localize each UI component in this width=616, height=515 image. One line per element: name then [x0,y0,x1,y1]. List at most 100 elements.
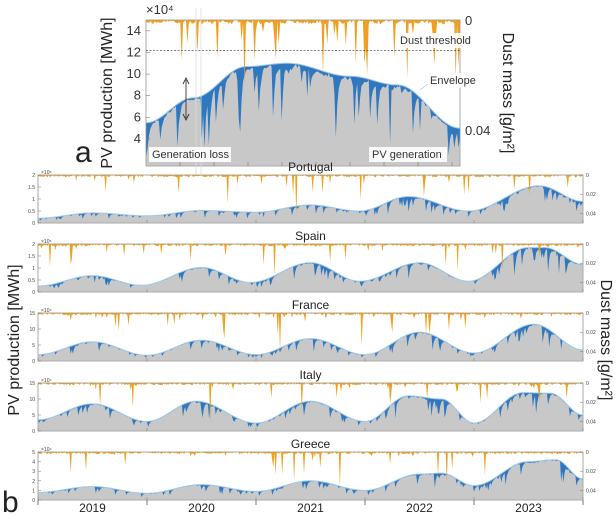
y-tick-label: 0 [32,359,35,365]
country-panel-portugal: Portugal ×10⁵ 0 0.5 1 1.5 2 0 0.02 0.04 [28,160,596,227]
y-tick-label: 15 [29,311,35,317]
y-tick-label: 1.5 [28,185,35,191]
y-tick-label: 12 [127,44,141,59]
y-tick-label: 10 [29,397,35,403]
y-right-tick-label: 0 [586,311,589,317]
y-tick-label: 0 [32,498,35,504]
y-exponent: ×10⁴ [41,308,52,314]
y-tick-label: 0 [32,221,35,227]
envelope-line [145,62,461,129]
panel-b: Portugal ×10⁵ 0 0.5 1 1.5 2 0 0.02 0.04 Spain ×10⁵ 0… [28,160,596,515]
y-tick-label: 0.5 [28,209,35,215]
pv-generation-area [38,324,583,361]
country-title: Greece [291,437,331,451]
y-right-tick-label: 0.02 [586,192,596,198]
y-right-tick-label: 0.04 [586,211,596,217]
pv-generation-area [38,185,583,223]
y-tick-label: 2 [32,479,35,485]
y-tick-label: 3 [32,469,35,475]
y-right-tick-label: 0 [586,173,589,179]
envelope-pointer [419,83,429,91]
panel-a-letter: a [75,136,92,169]
y-right-tick-label: 0.02 [586,400,596,406]
panel-a: 4 6 8 10 12 14 0 0.04 Dust threshold Envelope Gene… [127,8,490,178]
panel-a-y-label: PV production [MWh] [99,17,116,168]
envelope-line [37,247,584,287]
y-tick-label: 2 [32,173,35,179]
country-title: Spain [295,229,326,243]
y-tick-label: 1 [32,266,35,272]
dust-mass-area [38,313,583,354]
y-tick-label: 5 [32,450,35,456]
country-title: Portugal [288,160,333,174]
dust-threshold-label-bg [397,33,477,48]
country-panel-greece: Greece ×10⁴ 0 1 2 3 4 5 0 0.02 0.04 [32,437,596,504]
y-tick-label: 15 [29,381,35,387]
plot-frame [145,19,461,167]
panel-b-letter: b [2,486,19,515]
generation-loss-label: Generation loss [152,149,230,161]
panel-b-y-label: PV production [MWh] [6,264,23,415]
y-right-tick-label: 0.04 [586,419,596,425]
y-tick-label: 8 [134,88,141,103]
y-right-tick-label: 0 [465,13,472,28]
y-right-tick-label: 0 [586,381,589,387]
panel-a-y-right-label: Dust mass [g/m²] [499,33,516,154]
panel-b-y-right-label: Dust mass [g/m²] [597,280,614,401]
y-tick-label: 1.5 [28,254,35,260]
pv-generation-area [146,64,460,166]
pv-generation-label-bg [369,147,447,162]
y-right-tick-label: 0 [586,450,589,456]
country-title: Italy [299,368,321,382]
pv-generation-label: PV generation [372,149,442,161]
y-right-tick-label: 0.02 [586,330,596,336]
y-right-tick-label: 0.04 [586,280,596,286]
x-tick-label: 2022 [406,501,433,515]
pv-generation-area [38,459,583,500]
arrow-heads [182,76,190,122]
y-right-tick-label: 0.02 [586,469,596,475]
country-panel-france: France ×10⁴ 0 5 10 15 0 0.02 0.04 [29,298,596,365]
y-tick-label: 10 [127,66,141,81]
y-tick-label: 5 [32,413,35,419]
plot-frame [37,451,584,501]
y-tick-label: 4 [32,460,35,466]
plot-frame [37,312,584,362]
y-tick-label: 5 [32,343,35,349]
y-right-tick-label: 0.04 [465,123,490,138]
x-tick-label: 2021 [297,501,324,515]
dust-threshold-label: Dust threshold [400,35,471,47]
y-tick-label: 6 [134,109,141,124]
envelope-label: Envelope [430,75,476,87]
y-tick-label: 0 [32,429,35,435]
country-panel-italy: Italy ×10⁴ 0 5 10 15 0 0.02 0.04 [29,368,596,435]
plot-frame [37,382,584,432]
envelope-line [37,185,584,219]
x-tick-label: 2020 [188,501,215,515]
y-tick-label: 1 [32,488,35,494]
y-tick-label: 0.5 [28,278,35,284]
panel-a-y-exponent: ×10⁴ [146,2,174,17]
y-tick-label: 0 [32,290,35,296]
y-right-tick-label: 0 [586,242,589,248]
y-tick-label: 2 [32,242,35,248]
y-exponent: ×10⁵ [41,239,52,245]
y-exponent: ×10⁵ [41,170,52,176]
y-tick-label: 10 [29,327,35,333]
dust-mass-area [38,452,583,487]
envelope-line [37,459,584,494]
y-exponent: ×10⁴ [41,447,52,453]
country-panel-spain: Spain ×10⁵ 0 0.5 1 1.5 2 0 0.02 0.04 [28,229,596,296]
y-exponent: ×10⁴ [41,378,52,384]
country-title: France [292,298,330,312]
envelope-line [37,323,584,356]
y-right-tick-label: 0.04 [586,349,596,355]
y-right-tick-label: 0.04 [586,488,596,494]
x-tick-label: 2023 [515,501,542,515]
envelope-line [37,392,584,424]
x-tick-label: 2019 [79,501,106,515]
y-right-tick-label: 0.02 [586,261,596,267]
y-tick-label: 14 [127,23,141,38]
pv-generation-area [38,247,583,292]
